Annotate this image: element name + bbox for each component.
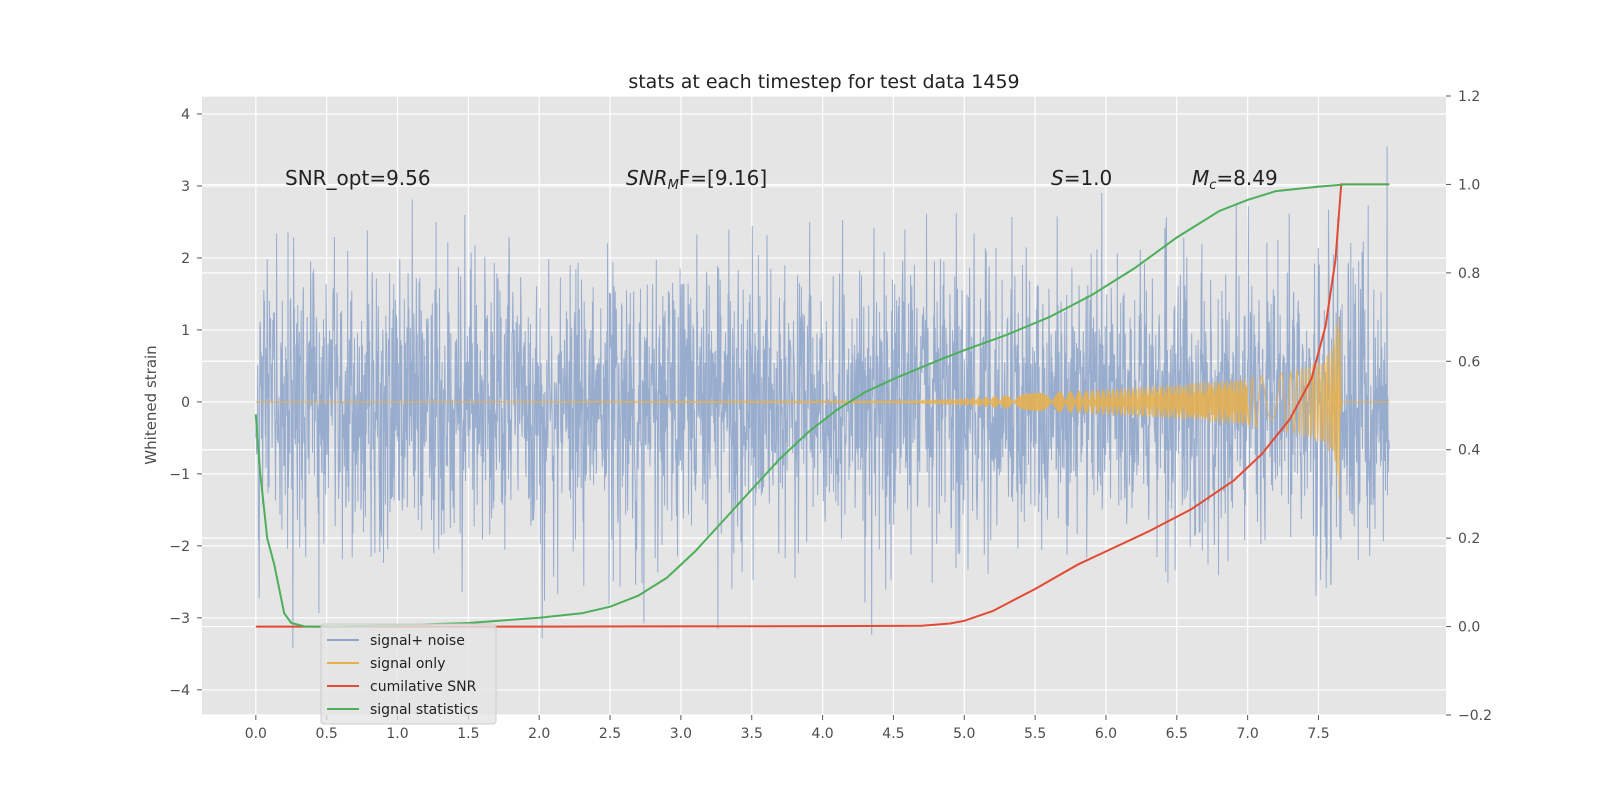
y-tick-label-5: 1 — [181, 323, 190, 339]
annotation-snr-mf: SNRMF=[9.16] — [626, 166, 767, 193]
line-signal-plus-noise — [255, 146, 1390, 648]
legend: signal+ noise signal only cumilative SNR… — [320, 623, 497, 725]
y2-tick-label-7: 1.2 — [1458, 89, 1480, 105]
y-tick-label-1: −3 — [169, 611, 190, 627]
line-signal-only — [255, 316, 1390, 500]
x-tick-label-6: 3.0 — [670, 726, 692, 742]
y2-tick-label-2: 0.2 — [1458, 531, 1480, 547]
chart-title: stats at each timestep for test data 145… — [628, 71, 1019, 93]
y2-tick-label-1: 0.0 — [1458, 620, 1480, 636]
x-tick-label-0: 0.0 — [245, 726, 267, 742]
x-tick-label-11: 5.5 — [1024, 726, 1046, 742]
y-tick-label-7: 3 — [181, 179, 190, 195]
annotation-mc-rest: =8.49 — [1216, 166, 1277, 190]
series-cumilative-snr — [255, 183, 1390, 628]
annotation-mc-sub: c — [1209, 178, 1216, 193]
x-tick-label-2: 1.0 — [386, 726, 408, 742]
y-axis-right: −0.2 0.0 0.2 0.4 0.6 0.8 1.0 1.2 — [1446, 89, 1492, 724]
line-signal-statistics — [254, 183, 1390, 628]
x-tick-label-9: 4.5 — [882, 726, 904, 742]
y-axis-left: −4 −3 −2 −1 0 1 2 3 4 — [169, 107, 202, 699]
legend-label-signal-only: signal only — [370, 656, 445, 672]
x-tick-label-3: 1.5 — [457, 726, 479, 742]
x-tick-label-15: 7.5 — [1307, 726, 1329, 742]
series-signal-only — [255, 316, 1390, 500]
legend-box — [320, 623, 497, 725]
legend-label-signal-plus-noise: signal+ noise — [370, 633, 465, 649]
y-tick-label-2: −2 — [169, 539, 190, 555]
x-tick-label-10: 5.0 — [953, 726, 975, 742]
x-tick-label-5: 2.5 — [599, 726, 621, 742]
y-tick-label-0: −4 — [169, 683, 190, 699]
y2-tick-label-3: 0.4 — [1458, 443, 1480, 459]
legend-label-cumilative-snr: cumilative SNR — [370, 679, 477, 695]
y-tick-label-4: 0 — [181, 395, 190, 411]
annotation-mc: Mc=8.49 — [1192, 166, 1278, 193]
y-axis-label: Whitened strain — [142, 345, 160, 464]
y-tick-label-6: 2 — [181, 251, 190, 267]
annotation-s-rest: =1.0 — [1064, 166, 1113, 190]
y2-tick-label-6: 1.0 — [1458, 177, 1480, 193]
y2-tick-label-4: 0.6 — [1458, 354, 1480, 370]
annotation-snr-mf-main: SNR — [626, 166, 668, 190]
annotation-snr-mf-rest: F=[9.16] — [679, 166, 767, 190]
line-cumilative-snr — [255, 183, 1390, 628]
x-tick-label-13: 6.5 — [1166, 726, 1188, 742]
annotation-s: S=1.0 — [1051, 166, 1112, 190]
x-tick-label-14: 7.0 — [1237, 726, 1259, 742]
annotation-s-main: S — [1051, 166, 1064, 190]
annotation-mc-main: M — [1192, 166, 1209, 190]
y-tick-label-3: −1 — [169, 467, 190, 483]
annotation-snr-mf-sub: M — [668, 178, 679, 193]
annotation-snr-opt: SNR_opt=9.56 — [285, 166, 431, 190]
y-tick-label-8: 4 — [181, 107, 190, 123]
y2-tick-label-5: 0.8 — [1458, 266, 1480, 282]
x-tick-label-4: 2.0 — [528, 726, 550, 742]
legend-label-signal-statistics: signal statistics — [370, 702, 478, 718]
series-signal-plus-noise — [255, 146, 1390, 648]
x-axis: 0.0 0.5 1.0 1.5 2.0 2.5 3.0 3.5 4.0 4.5 5.0 5.5 6.0 6… — [245, 715, 1330, 742]
x-tick-label-1: 0.5 — [316, 726, 338, 742]
series-signal-statistics — [254, 183, 1390, 628]
y2-tick-label-0: −0.2 — [1458, 708, 1492, 724]
x-tick-label-8: 4.0 — [811, 726, 833, 742]
x-tick-label-7: 3.5 — [741, 726, 763, 742]
x-tick-label-12: 6.0 — [1095, 726, 1117, 742]
